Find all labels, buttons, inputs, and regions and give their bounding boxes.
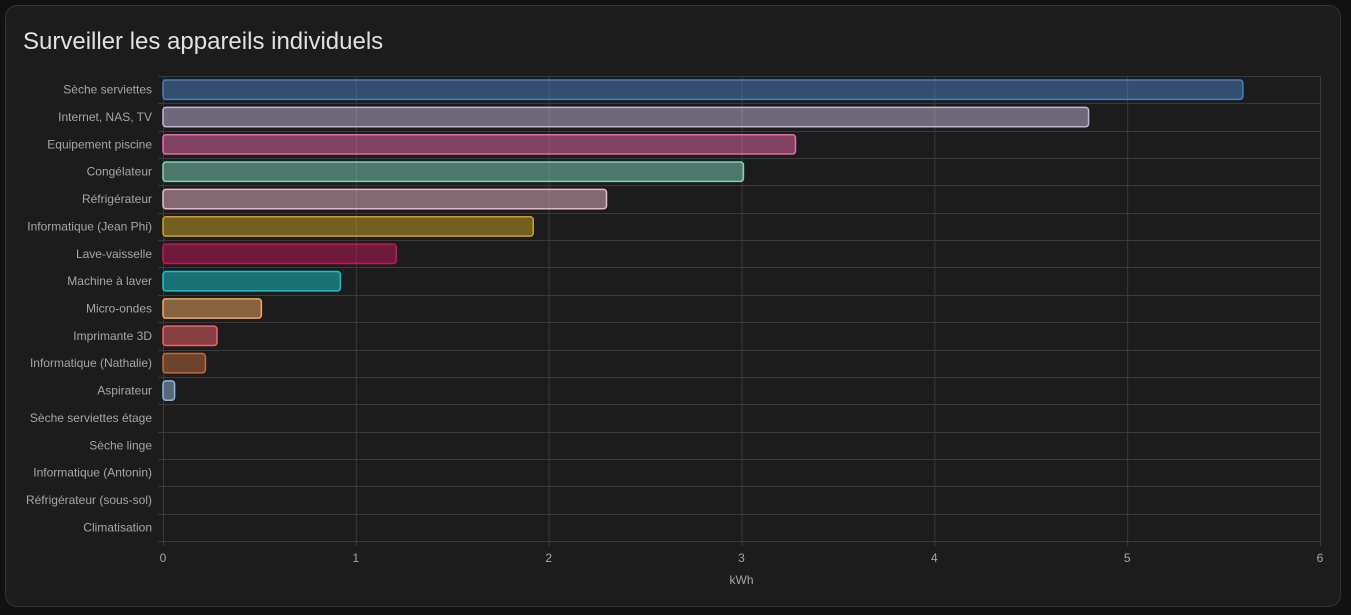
bar-2 [162, 106, 1090, 128]
y-tick-label: Lave-vaisselle [76, 247, 152, 261]
x-tick-label: 2 [545, 551, 552, 565]
bar-11 [162, 352, 207, 374]
x-tick-label: 5 [1124, 551, 1131, 565]
x-tick-label: 4 [931, 551, 938, 565]
bar-4 [162, 161, 745, 183]
bar-1 [162, 79, 1244, 101]
y-tick-label: Imprimante 3D [73, 329, 152, 343]
bar-8 [162, 270, 342, 292]
bar-5 [162, 188, 608, 210]
bar-7 [162, 243, 398, 265]
bar-12 [162, 380, 176, 401]
x-tick-label: 0 [160, 551, 167, 565]
y-tick-label: Aspirateur [97, 384, 152, 398]
bar-6 [162, 216, 534, 237]
x-tick-label: 3 [738, 551, 745, 565]
y-tick-label: Sèche linge [89, 438, 152, 452]
x-axis-title: kWh [730, 573, 754, 587]
bar-3 [162, 133, 797, 155]
y-tick-label: Réfrigérateur [82, 192, 152, 206]
card-title: Surveiller les appareils individuels [23, 28, 384, 55]
y-tick-label: Climatisation [83, 520, 152, 534]
y-tick-label: Sèche serviettes étage [30, 411, 152, 425]
x-tick-label: 1 [352, 551, 359, 565]
x-tick-label: 6 [1317, 551, 1324, 565]
y-tick-label: Sèche serviettes [63, 83, 152, 97]
y-tick-label: Congélateur [87, 165, 152, 179]
y-tick-label: Internet, NAS, TV [58, 110, 152, 124]
y-tick-label: Micro-ondes [86, 302, 152, 316]
y-tick-label: Informatique (Jean Phi) [27, 219, 152, 233]
y-tick-label: Machine à laver [67, 274, 152, 288]
y-tick-label: Equipement piscine [47, 137, 152, 151]
bar-9 [162, 298, 263, 319]
bar-10 [162, 325, 218, 347]
y-tick-label: Informatique (Nathalie) [30, 356, 152, 370]
y-tick-label: Réfrigérateur (sous-sol) [26, 493, 152, 507]
y-tick-label: Informatique (Antonin) [33, 466, 152, 480]
